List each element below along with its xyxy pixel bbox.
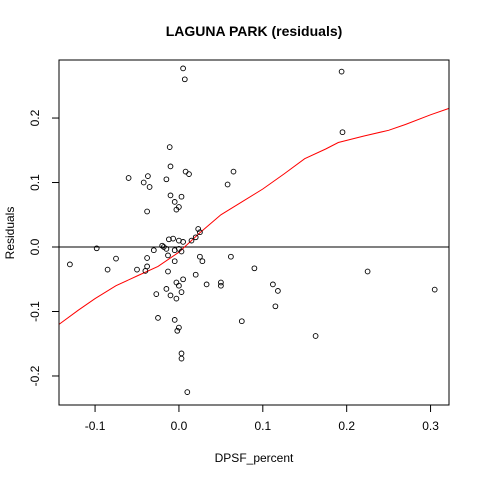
residual-point xyxy=(142,268,149,274)
residual-point xyxy=(174,327,181,334)
residual-point xyxy=(230,168,237,175)
residual-point xyxy=(180,239,186,245)
residual-point xyxy=(228,253,234,260)
residual-point xyxy=(146,184,153,190)
residual-point xyxy=(166,144,173,150)
residual-point xyxy=(176,324,182,331)
residual-point xyxy=(167,163,174,170)
residual-point xyxy=(338,68,345,75)
residual-point xyxy=(113,255,119,262)
y-tick-label: 0.2 xyxy=(28,109,42,126)
residual-point xyxy=(150,247,157,254)
residual-point xyxy=(195,226,202,232)
residual-point xyxy=(192,271,199,278)
residual-point xyxy=(173,295,180,302)
residual-point xyxy=(180,65,186,72)
residual-point xyxy=(178,355,185,362)
residual-point xyxy=(167,192,174,199)
plot-content: -0.1 0.0 0.1 0.2 0.3 -0.2 -0.1 0.0 0.1 0.2 xyxy=(28,65,450,433)
residual-point xyxy=(339,129,346,136)
residual-point xyxy=(159,242,166,249)
residual-point xyxy=(165,252,171,259)
residual-point xyxy=(173,206,180,213)
x-tick-label: 0.1 xyxy=(254,419,271,433)
residual-point xyxy=(192,234,199,241)
residual-point xyxy=(186,171,192,177)
residual-point xyxy=(171,199,178,205)
residual-point xyxy=(203,281,210,288)
residual-point xyxy=(170,235,176,242)
residual-point xyxy=(134,266,140,273)
x-tick-label: -0.1 xyxy=(85,419,106,433)
x-axis-label: DPSF_percent xyxy=(215,451,294,465)
residual-point xyxy=(163,286,170,292)
plot-frame xyxy=(58,59,450,406)
residual-point xyxy=(272,303,279,310)
smooth-trend-line xyxy=(58,107,450,325)
residual-point xyxy=(144,255,150,261)
residual-point xyxy=(155,315,161,321)
residual-point xyxy=(431,286,438,293)
residual-point xyxy=(270,281,276,288)
residual-point xyxy=(218,279,224,286)
residual-point xyxy=(153,291,160,297)
residual-point xyxy=(145,173,151,179)
x-tick-label: 0.0 xyxy=(171,419,188,433)
residual-point xyxy=(165,268,171,275)
residual-point xyxy=(178,193,185,200)
y-tick-label: -0.2 xyxy=(28,365,42,386)
residual-point xyxy=(275,288,281,294)
y-tick-label: -0.1 xyxy=(28,301,42,322)
residual-point xyxy=(125,175,132,181)
chart-title: LAGUNA PARK (residuals) xyxy=(166,23,343,39)
residual-point xyxy=(171,317,178,323)
residual-point xyxy=(67,261,73,268)
y-axis-label: Residuals xyxy=(3,207,17,260)
residual-point xyxy=(176,282,182,289)
y-tick-label: 0.0 xyxy=(28,238,42,255)
residual-point xyxy=(104,266,111,273)
residual-point xyxy=(199,258,206,265)
residual-point xyxy=(312,333,319,339)
residual-point xyxy=(144,208,150,215)
residual-point xyxy=(238,318,245,325)
residual-point xyxy=(178,248,185,255)
residual-point xyxy=(178,289,185,295)
residual-point xyxy=(163,176,170,183)
residual-point xyxy=(224,181,231,188)
residual-point xyxy=(171,258,178,265)
residual-point xyxy=(181,76,188,83)
residual-point xyxy=(218,282,224,289)
x-tick-label: 0.2 xyxy=(338,419,355,433)
residual-point xyxy=(163,246,170,252)
residual-point xyxy=(166,236,172,243)
x-tick-label: 0.3 xyxy=(422,419,439,433)
residual-point xyxy=(364,268,371,275)
residual-point xyxy=(197,253,203,260)
y-tick-label: 0.1 xyxy=(28,174,42,191)
residual-point xyxy=(197,229,203,236)
residual-point xyxy=(140,179,147,186)
residual-point xyxy=(180,276,186,283)
residual-point xyxy=(93,245,100,252)
residual-point xyxy=(251,265,258,272)
residual-point xyxy=(167,292,174,299)
residual-point xyxy=(184,389,191,395)
residual-point xyxy=(188,237,195,244)
